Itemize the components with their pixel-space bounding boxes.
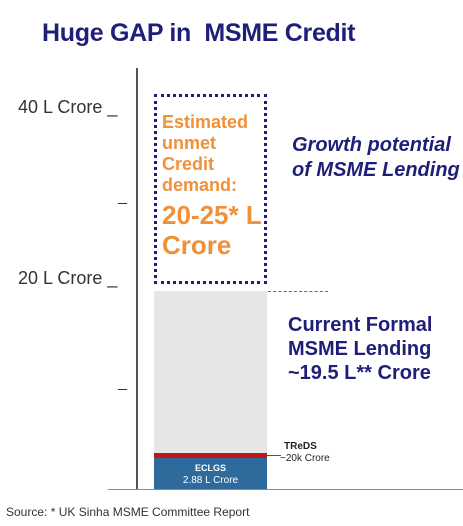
- eclgs-bar: ECLGS 2.88 L Crore: [154, 458, 267, 489]
- current-lending-label: Current Formal MSME Lending ~19.5 L** Cr…: [288, 314, 433, 384]
- treds-value: ~20k Crore: [280, 453, 330, 464]
- unmet-demand-label: Estimated unmet Credit demand:: [162, 112, 249, 195]
- tick-label-20: 20 L Crore _: [18, 268, 118, 288]
- eclgs-name: ECLGS: [194, 463, 226, 473]
- tick-mark-10: _: [118, 374, 127, 391]
- tick-mark-30: _: [118, 188, 127, 205]
- unmet-demand-box: [154, 94, 267, 284]
- treds-leader-line: [267, 455, 281, 456]
- x-axis-baseline: [108, 489, 463, 490]
- growth-potential-label: Growth potential of MSME Lending: [292, 134, 460, 181]
- treds-name: TReDS: [284, 441, 317, 452]
- source-note: Source: * UK Sinha MSME Committee Report: [6, 505, 250, 519]
- treds-bar: [154, 453, 267, 458]
- page-title: Huge GAP in MSME Credit: [42, 19, 356, 47]
- current-lending-dashed-line: [268, 291, 328, 292]
- eclgs-value: 2.88 L Crore: [182, 475, 239, 486]
- unmet-demand-value: 20-25* L Crore: [162, 200, 262, 260]
- y-axis-line: [136, 68, 138, 490]
- tick-label-40: 40 L Crore _: [18, 97, 118, 117]
- current-lending-bar: [154, 291, 267, 455]
